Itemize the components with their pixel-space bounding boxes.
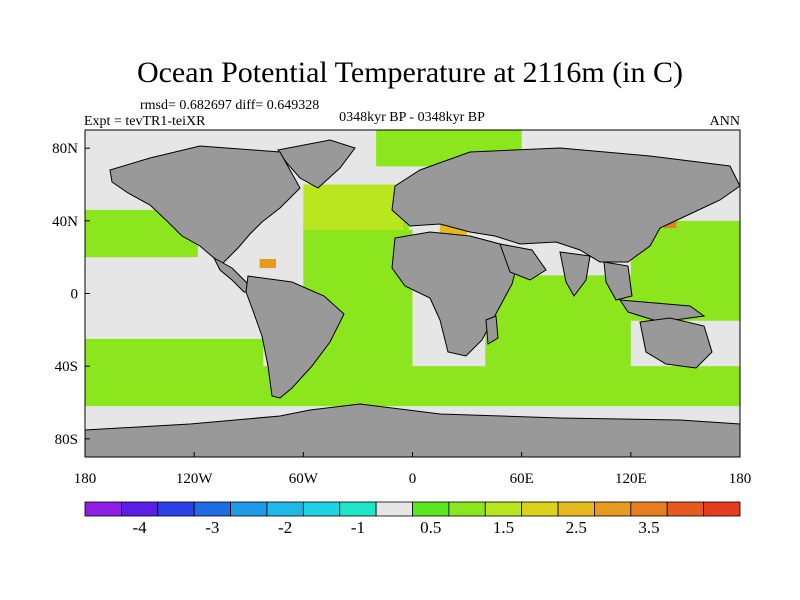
x-tick-label: 120W	[176, 471, 214, 487]
y-tick-label: 40S	[55, 359, 78, 375]
colorbar-box	[266, 501, 304, 517]
x-tick-label: 60E	[510, 471, 534, 487]
colorbar-label: -1	[351, 518, 365, 537]
x-tick-label: 60W	[289, 471, 319, 487]
colorbar-box	[120, 501, 159, 517]
x-tick-label: 180	[729, 471, 752, 487]
colorbar-box	[703, 501, 741, 517]
region-indian-ocean-warm	[485, 275, 631, 367]
region-mediterranean	[439, 224, 468, 236]
colorbar-box	[193, 501, 231, 517]
colorbar-box	[302, 501, 341, 517]
colorbar-box	[557, 501, 595, 517]
colorbar-box	[630, 501, 668, 517]
region-southern-ocean-warm	[85, 366, 740, 407]
x-tick-label: 120E	[615, 471, 647, 487]
season-label: ANN	[710, 114, 740, 129]
colorbar-box	[594, 501, 632, 517]
colorbar-box	[157, 501, 195, 517]
colorbar-label: -4	[132, 518, 147, 537]
land-arabia	[499, 243, 547, 281]
land-south-america	[245, 275, 345, 399]
colorbar-label: 3.5	[638, 518, 659, 537]
colorbar-box	[484, 501, 523, 517]
region-north-atlantic-anomaly	[303, 184, 404, 230]
y-tick-label: 80S	[55, 432, 78, 448]
region-south-pacific-warm-band	[85, 338, 264, 367]
region-caribbean-hotspot	[259, 258, 277, 269]
land-indonesia	[619, 299, 706, 323]
colorbar-label: 0.5	[420, 518, 441, 537]
region-strait-cold	[408, 224, 418, 230]
colorbar-box	[375, 501, 413, 517]
experiment-label: Expt = tevTR1-teiXR	[84, 114, 206, 129]
x-tick-label: 0	[409, 471, 417, 487]
colorbar-label: -3	[205, 518, 219, 537]
colorbar-box	[339, 501, 377, 517]
land-madagascar	[485, 315, 499, 345]
colorbar-label: -2	[278, 518, 292, 537]
colorbar-box	[84, 501, 122, 517]
period-label: 0348kyr BP - 0348kyr BP	[339, 110, 485, 125]
colorbar-box	[521, 501, 559, 517]
land-eurasia	[391, 147, 741, 263]
y-axis: 80N 40N 0 40S 80S	[52, 141, 90, 448]
x-tick-label: 180	[74, 471, 97, 487]
y-tick-label: 40N	[52, 214, 78, 230]
y-tick-label: 0	[71, 287, 79, 303]
x-axis: 180 120W 60W 0 60E 120E 180	[74, 452, 752, 487]
land-north-america	[109, 145, 301, 265]
colorbar-label: 1.5	[493, 518, 514, 537]
colorbar-box	[230, 501, 268, 517]
colorbar-box	[448, 501, 486, 517]
colorbar-label: 2.5	[566, 518, 587, 537]
stats-line: rmsd= 0.682697 diff= 0.649328	[140, 98, 319, 113]
colorbar-box	[666, 501, 705, 517]
colorbar-box	[412, 501, 450, 517]
colorbar: -4 -3 -2 -1 0.5 1.5 2.5 3.5	[84, 501, 741, 537]
land-australia	[639, 317, 713, 369]
chart-title: Ocean Potential Temperature at 2116m (in…	[137, 56, 683, 89]
map-panel	[84, 129, 741, 458]
y-tick-label: 80N	[52, 141, 78, 157]
land-southeast-asia	[603, 261, 633, 301]
land-india	[559, 251, 591, 297]
land-greenland	[277, 139, 356, 189]
land-mask	[84, 139, 741, 458]
